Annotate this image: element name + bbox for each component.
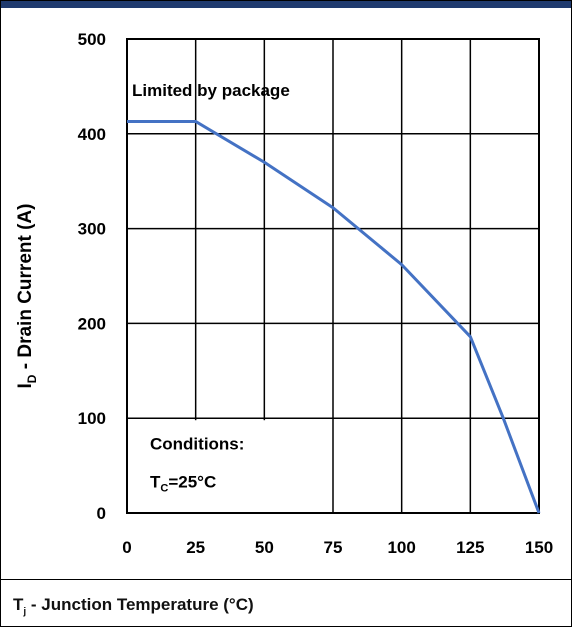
x-tick-label-0: 0: [122, 538, 131, 557]
x-axis-label: Tj - Junction Temperature (°C): [13, 595, 254, 618]
y-tick-label-100: 100: [78, 409, 106, 428]
x-tick-label-75: 75: [324, 538, 343, 557]
x-tick-label-150: 150: [525, 538, 553, 557]
footer-divider: [1, 579, 571, 580]
conditions-box: Conditions: TC=25°C: [128, 420, 293, 512]
x-tick-label-50: 50: [255, 538, 274, 557]
series-line-0: [127, 119, 541, 514]
x-tick-label-125: 125: [456, 538, 484, 557]
header-bar: [1, 1, 571, 8]
x-tick-labels: 0 25 50 75 100 125 150: [122, 538, 553, 557]
chart: Conditions: TC=25°C Limited by package 0…: [15, 30, 553, 557]
x-tick-label-100: 100: [387, 538, 415, 557]
plot-border: [126, 38, 540, 514]
conditions-title: Conditions:: [150, 434, 244, 453]
y-tick-label-400: 400: [78, 125, 106, 144]
y-tick-label-0: 0: [97, 504, 106, 523]
conditions-value: TC=25°C: [150, 472, 216, 494]
y-axis-label: ID - Drain Current (A): [15, 204, 39, 389]
y-tick-labels: 0 100 200 300 400 500: [78, 30, 106, 523]
y-tick-label-300: 300: [78, 220, 106, 239]
y-tick-label-500: 500: [78, 30, 106, 49]
x-tick-label-25: 25: [186, 538, 205, 557]
limited-by-package-annotation: Limited by package: [132, 81, 290, 100]
series-layer: [127, 119, 541, 514]
y-tick-label-200: 200: [78, 314, 106, 333]
